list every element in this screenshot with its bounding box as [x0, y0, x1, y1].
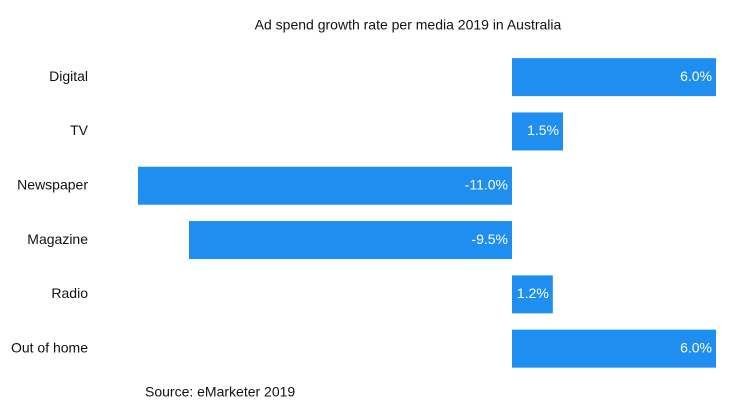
value-label: 1.2%	[517, 285, 549, 301]
bar	[138, 166, 512, 205]
value-label: 6.0%	[680, 339, 712, 355]
bar	[512, 112, 563, 151]
value-label: 6.0%	[680, 68, 712, 84]
value-label: 1.5%	[527, 122, 559, 138]
bar	[512, 329, 716, 368]
y-tick-label: Radio	[51, 285, 88, 301]
y-tick-label: Magazine	[27, 231, 88, 247]
source-note: Source: eMarketer 2019	[145, 384, 295, 400]
value-label: -9.5%	[471, 231, 508, 247]
bar	[512, 275, 553, 314]
value-label: -11.0%	[465, 176, 508, 192]
chart-title: Ad spend growth rate per media 2019 in A…	[255, 17, 562, 33]
bar	[512, 58, 716, 97]
bar	[189, 221, 512, 260]
y-tick-label: Newspaper	[17, 176, 88, 192]
y-tick-label: TV	[70, 122, 89, 138]
y-tick-label: Digital	[49, 68, 88, 84]
y-tick-label: Out of home	[11, 339, 88, 355]
